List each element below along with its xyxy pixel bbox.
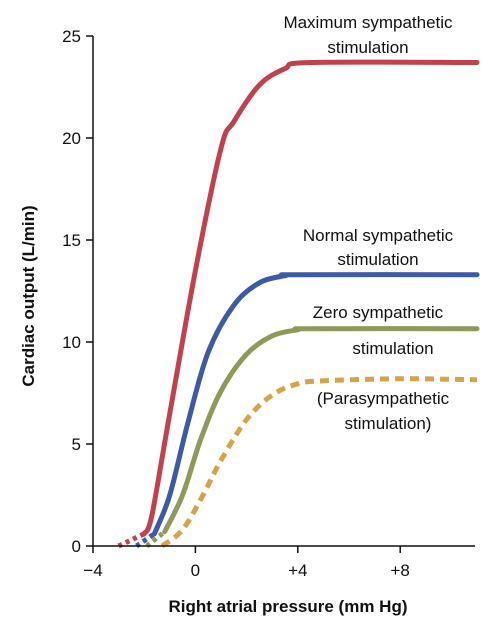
x-tick-label-2: +4: [288, 561, 307, 580]
annotation-max-line-2: stimulation: [327, 38, 408, 57]
x-tick-label-3: +8: [391, 561, 410, 580]
curves: [117, 59, 480, 549]
y-tick-label-3: 15: [62, 231, 81, 250]
annotation-maximum-sympathetic: Maximum sympathetic stimulation: [283, 13, 453, 57]
y-tick-label-4: 20: [62, 129, 81, 148]
y-tick-label-1: 5: [72, 435, 81, 454]
annotation-max-line-1: Maximum sympathetic: [283, 13, 453, 32]
annotation-zero-sympathetic: Zero sympathetic stimulation: [313, 303, 444, 358]
annotation-normal-line-1: Normal sympathetic: [303, 226, 454, 245]
curve-maximum-sympathetic: [141, 59, 480, 537]
x-axis-ticks: −4 0 +4 +8: [83, 546, 410, 580]
y-tick-label-2: 10: [62, 333, 81, 352]
annotation-zero-line-2: stimulation: [352, 339, 433, 358]
x-tick-label-0: −4: [83, 561, 102, 580]
y-tick-label-0: 0: [72, 537, 81, 556]
y-tick-label-5: 25: [62, 27, 81, 46]
curve-parasympathetic: [160, 376, 478, 549]
annotation-para-line-2: stimulation): [345, 414, 432, 433]
y-axis-ticks: 0 5 10 15 20 25: [62, 27, 93, 556]
curve-zero-sympathetic: [162, 326, 480, 535]
annotation-zero-line-1: Zero sympathetic: [313, 303, 444, 322]
curve-normal-sympathetic: [151, 272, 480, 537]
curve-maximum-sympathetic-dotted-start: [117, 531, 146, 549]
annotation-normal-sympathetic: Normal sympathetic stimulation: [303, 226, 454, 269]
curve-zero-sympathetic-dotted-start: [145, 529, 167, 548]
annotation-normal-line-2: stimulation: [337, 250, 418, 269]
annotation-parasympathetic: (Parasympathetic stimulation): [317, 389, 450, 433]
x-tick-label-1: 0: [191, 561, 200, 580]
annotation-para-line-1: (Parasympathetic: [317, 389, 450, 408]
x-axis-title: Right atrial pressure (mm Hg): [169, 597, 408, 616]
y-axis-title: Cardiac output (L/min): [19, 205, 38, 386]
